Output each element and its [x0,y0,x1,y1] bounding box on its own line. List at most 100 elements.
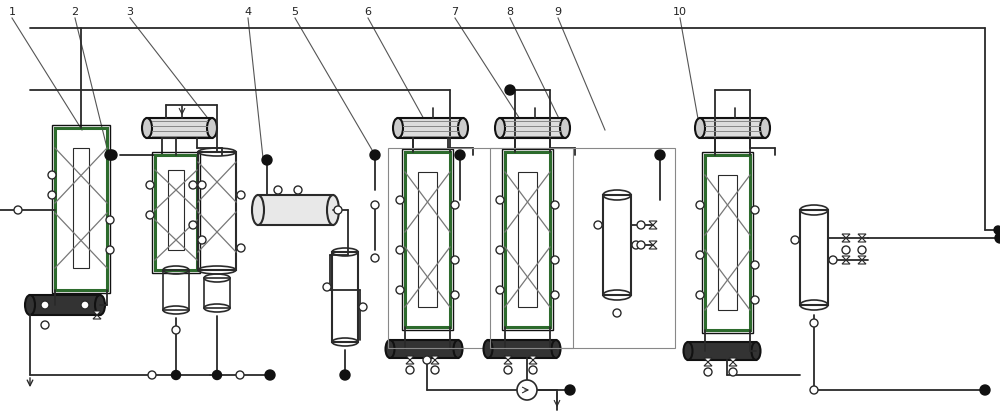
Circle shape [371,254,379,262]
Circle shape [237,191,245,199]
Circle shape [146,211,154,219]
Circle shape [810,319,818,327]
Circle shape [236,371,244,379]
Text: 5: 5 [292,7,298,17]
Circle shape [172,371,180,379]
Bar [147,118,212,138]
Circle shape [496,196,504,204]
Bar [518,172,537,307]
Bar [198,152,236,270]
Bar [603,195,631,295]
Bar [332,252,358,342]
Text: 6: 6 [364,7,372,17]
Ellipse shape [252,195,264,225]
Ellipse shape [386,340,394,358]
Circle shape [451,201,459,209]
Bar [204,278,230,308]
Bar [800,210,828,305]
Bar [405,152,450,327]
Bar [390,340,458,358]
Polygon shape [842,256,850,264]
Ellipse shape [25,295,35,315]
Circle shape [41,301,49,309]
Ellipse shape [684,342,692,360]
Circle shape [148,371,156,379]
Polygon shape [431,356,439,364]
Bar [388,148,573,348]
Bar [155,155,197,270]
Polygon shape [649,241,657,249]
Bar [718,175,737,310]
Circle shape [551,201,559,209]
Circle shape [729,368,737,376]
Circle shape [423,356,431,364]
Circle shape [340,370,350,380]
Circle shape [637,221,645,229]
Circle shape [505,85,515,95]
Circle shape [371,201,379,209]
Circle shape [791,236,799,244]
Bar [55,128,107,290]
Circle shape [265,370,275,380]
Circle shape [274,186,282,194]
Ellipse shape [552,340,560,358]
Circle shape [696,201,704,209]
Ellipse shape [142,118,152,138]
Circle shape [496,246,504,254]
Circle shape [995,233,1000,243]
Ellipse shape [560,118,570,138]
Polygon shape [842,234,850,242]
Circle shape [237,244,245,252]
Bar [700,118,765,138]
Circle shape [212,371,222,379]
Circle shape [632,241,640,249]
Circle shape [198,181,206,189]
Circle shape [751,296,759,304]
Bar [490,148,675,348]
Circle shape [655,150,665,160]
Circle shape [704,368,712,376]
Bar [163,270,189,310]
Circle shape [637,241,645,249]
Circle shape [496,286,504,294]
Circle shape [842,246,850,254]
Circle shape [334,206,342,214]
Circle shape [529,366,537,374]
Polygon shape [858,234,866,242]
Circle shape [323,283,331,291]
Circle shape [105,150,115,160]
Ellipse shape [95,295,105,315]
Circle shape [451,256,459,264]
Ellipse shape [458,118,468,138]
Circle shape [396,196,404,204]
Polygon shape [504,356,512,364]
Circle shape [451,291,459,299]
Ellipse shape [495,118,505,138]
Circle shape [594,221,602,229]
Circle shape [551,256,559,264]
Bar [488,340,556,358]
Circle shape [517,380,537,400]
Circle shape [189,221,197,229]
Polygon shape [704,358,712,366]
Text: 7: 7 [451,7,459,17]
Bar [152,152,200,273]
Circle shape [751,261,759,269]
Bar [402,149,453,330]
Bar [705,155,750,330]
Circle shape [198,236,206,244]
Circle shape [370,150,380,160]
Bar [73,148,89,268]
Ellipse shape [752,342,761,360]
Bar [30,295,100,315]
Circle shape [751,206,759,214]
Circle shape [81,301,89,309]
Bar [502,149,553,330]
Text: 1: 1 [8,7,16,17]
Circle shape [262,155,272,165]
Circle shape [48,191,56,199]
Text: 3: 3 [126,7,134,17]
Polygon shape [729,358,737,366]
Bar [702,152,753,333]
Circle shape [146,181,154,189]
